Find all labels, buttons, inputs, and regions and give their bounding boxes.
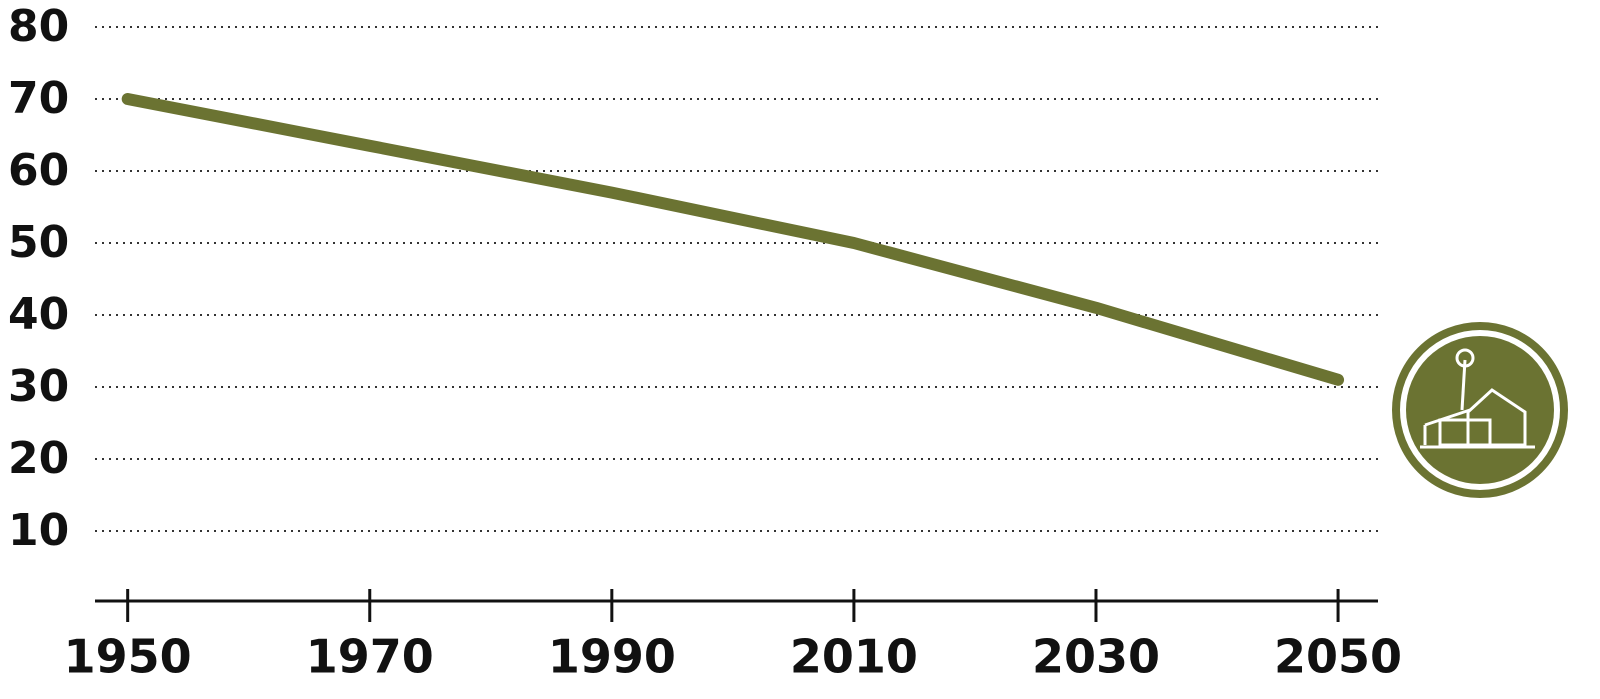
farm-icon [1392,322,1568,498]
x-tick-label: 2050 [1274,630,1402,684]
y-tick-label: 20 [8,433,69,484]
y-tick-label: 50 [8,217,69,268]
y-tick-label: 80 [8,1,69,52]
x-tick-label: 2010 [790,630,918,684]
y-tick-label: 30 [8,361,69,412]
x-tick-label: 2030 [1032,630,1160,684]
x-tick-label: 1990 [548,630,676,684]
y-tick-label: 70 [8,73,69,124]
y-tick-label: 10 [8,505,69,556]
y-tick-label: 60 [8,145,69,196]
x-tick-label: 1950 [64,630,192,684]
x-tick-label: 1970 [306,630,434,684]
y-tick-label: 40 [8,289,69,340]
line [121,93,1345,386]
